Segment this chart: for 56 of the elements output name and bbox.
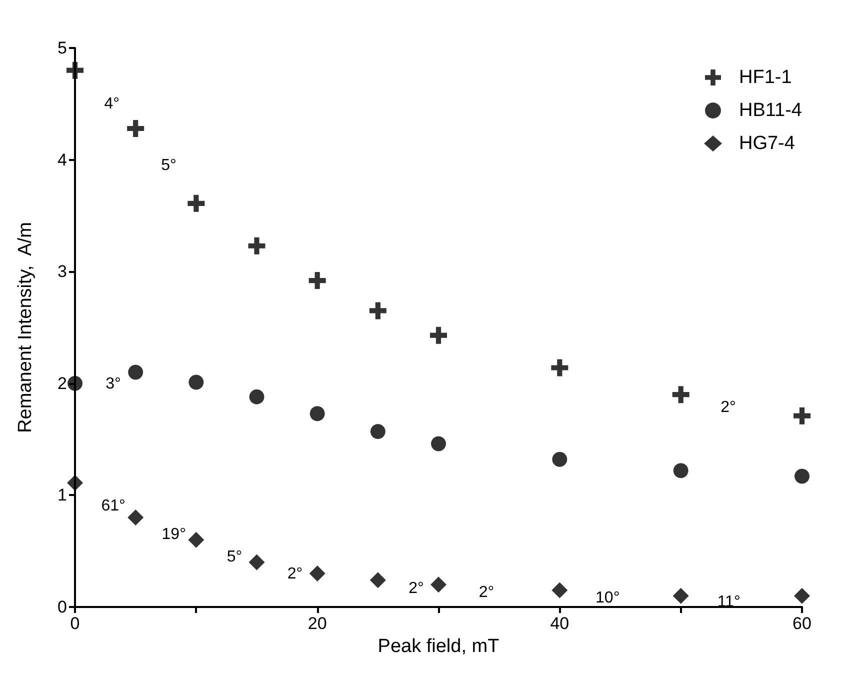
x-tick-label: 60: [792, 614, 812, 633]
annotation: 2°: [478, 584, 494, 601]
y-tick-label: 0: [58, 598, 67, 616]
annotation: 2°: [408, 580, 424, 597]
point: [67, 474, 83, 491]
legend-label: HG7-4: [738, 133, 796, 154]
point: [370, 424, 386, 439]
point: [794, 407, 810, 424]
point: [309, 565, 326, 582]
point: [127, 120, 144, 137]
point: [308, 272, 326, 290]
annotation: 2°: [720, 398, 736, 416]
point: [430, 326, 447, 344]
point: [188, 374, 204, 390]
point: [370, 572, 386, 588]
point: [310, 406, 325, 422]
y-tick-label: 3: [58, 262, 67, 282]
annotation: 5°: [226, 548, 242, 566]
point: [66, 62, 84, 79]
x-tick-label: 20: [308, 614, 327, 633]
point: [552, 582, 568, 598]
annotation: 4°: [104, 96, 120, 113]
point: [794, 468, 810, 484]
x-axis-title: Peak field, mT: [378, 636, 500, 657]
annotation: 2°: [287, 565, 303, 582]
point: [431, 436, 446, 452]
point: [369, 302, 386, 320]
point: [551, 359, 568, 376]
point: [248, 237, 266, 254]
legend-label: HF1-1: [738, 67, 792, 88]
point: [249, 389, 264, 404]
x-tick-label: 0: [70, 614, 80, 633]
y-tick-label: 2: [58, 374, 67, 393]
point: [672, 386, 690, 404]
annotation: 61°: [101, 498, 126, 515]
annotation: 3°: [106, 375, 121, 392]
y-axis-title: Remanent Intensity, A/m: [15, 222, 36, 433]
annotation: 19°: [162, 526, 186, 544]
annotation: 5°: [161, 157, 176, 174]
point: [128, 510, 144, 526]
point: [68, 376, 82, 391]
point: [188, 194, 205, 212]
annotation: 10°: [596, 590, 620, 607]
x-tick-label: 40: [550, 614, 570, 633]
point: [794, 588, 810, 604]
point: [248, 554, 265, 570]
point: [672, 588, 689, 604]
point: [128, 364, 144, 380]
legend-label: HB11-4: [738, 100, 802, 121]
point: [552, 452, 568, 467]
point: [430, 576, 446, 593]
y-tick-label: 1: [58, 486, 67, 505]
point: [188, 532, 204, 548]
y-tick-label: 5: [58, 38, 67, 58]
point: [673, 463, 688, 478]
y-tick-label: 4: [58, 150, 67, 170]
